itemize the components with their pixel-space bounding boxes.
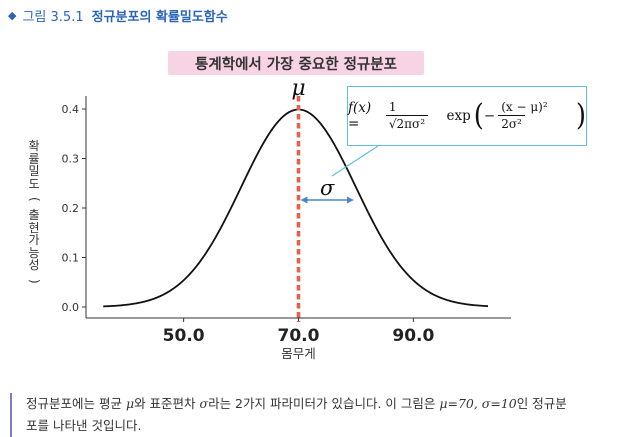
formula-minus: − [483,108,496,124]
y-tick-label: 0.3 [62,153,80,166]
mean-mu-label: μ [291,76,305,101]
figure-header: ◆ 그림 3.5.1 정규분포의 확률밀도함수 [8,4,228,26]
caption-sigma: σ [199,396,209,411]
y-tick-label: 0.0 [62,301,80,314]
x-tick-label: 90.0 [392,326,434,346]
banner-highlight: 통계학에서 가장 중요한 정규분포 [168,51,424,75]
y-tick-label: 0.2 [62,202,80,215]
y-tick-label: 0.4 [62,103,80,116]
chart-labels: 몸무게 [281,346,316,361]
caption-text-2: 와 표준편차 [134,396,200,411]
ylabel-middle: 출현 가능성 [28,207,40,273]
caption-text-3: 라는 2가지 파라미터가 있습니다. 이 그림은 [208,396,440,411]
formula-frac1-numerator: 1 [388,100,397,114]
x-tick-label: 50.0 [163,326,205,346]
formula-open-paren: ( [473,98,484,134]
figure-number: 그림 3.5.1 [22,9,84,25]
formula-exp: exp [446,108,471,124]
formula-fraction-2: (x − μ)² 2σ² [498,100,573,132]
formula-fraction-1: 1 √2πσ² [385,100,440,132]
formula-frac2-numerator: (x − μ)² [501,100,548,114]
x-axis-label: 몸무게 [281,346,316,361]
formula-frac1-denominator: √2πσ² [385,115,429,132]
sigma-arrowhead-right [346,196,354,204]
ylabel-open-paren: ( [27,197,42,203]
formula-box: f(x) = 1 √2πσ² exp ( − (x − μ)² 2σ² ) [347,86,587,146]
formula-lhs: f(x) = [348,100,372,132]
formula-callout-line [331,145,379,177]
diamond-icon: ◆ [8,8,17,22]
chart-curve-layer [103,108,489,308]
caption-mu: μ [125,396,135,411]
sigma-label: σ [320,176,335,200]
series-line-normal-curve [103,108,489,308]
formula-close-paren: ) [575,98,586,134]
caption-params: μ=70, σ=10 [439,396,517,411]
chart-annotations: μσ [291,76,379,322]
sigma-arrowhead-left [300,196,308,204]
caption-text-1: 정규분포에는 평균 [26,396,126,411]
x-tick-label: 70.0 [278,326,320,346]
figure-caption: 정규분포에는 평균 μ와 표준편차 σ라는 2가지 파라미터가 있습니다. 이 … [10,393,618,437]
caption-text-5: 포를 나타낸 것입니다. [26,418,142,433]
ylabel-main: 확률밀도 [28,139,40,191]
y-tick-label: 0.1 [62,252,80,265]
caption-text-4: 인 정규분 [516,396,567,411]
y-axis-label: 확률밀도 ( 출현 가능성 ) [26,140,42,291]
formula-frac2-denominator: 2σ² [498,115,525,132]
ylabel-close-paren: ) [27,278,42,284]
figure-title: 정규분포의 확률밀도함수 [91,9,228,25]
chart-axes: 0.0 0.1 0.2 0.3 0.4 50.0 70.0 90.0 [62,96,511,346]
